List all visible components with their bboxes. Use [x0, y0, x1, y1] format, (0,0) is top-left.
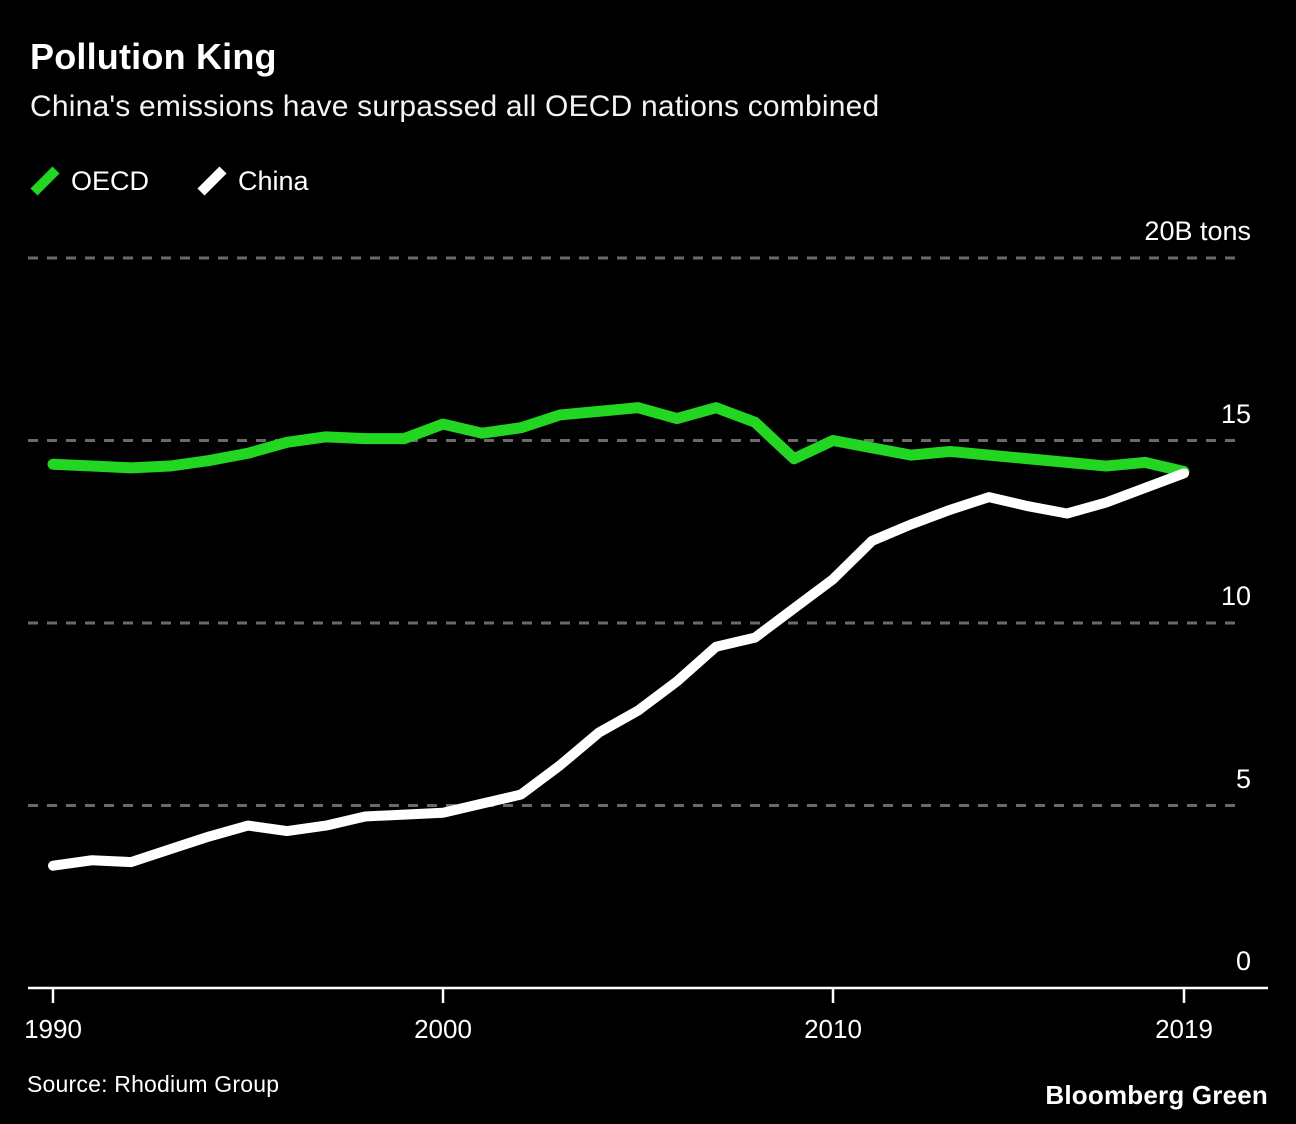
- legend-label-oecd: OECD: [71, 165, 150, 196]
- x-axis-label-2010: 2010: [804, 1014, 862, 1044]
- brand-logo: Bloomberg Green: [1045, 1080, 1268, 1110]
- chart-subtitle: China's emissions have surpassed all OEC…: [30, 90, 880, 123]
- source-note: Source: Rhodium Group: [27, 1071, 280, 1097]
- y-axis-label-0: 0: [1235, 946, 1251, 976]
- x-axis-label-2000: 2000: [414, 1014, 472, 1044]
- legend-item-oecd: OECD: [30, 163, 149, 199]
- oecd-line: [47, 402, 1190, 478]
- china-line-swatch-icon: [197, 166, 227, 196]
- y-axis-label-20: 20B tons: [1144, 216, 1251, 246]
- y-axis-label-15: 15: [1220, 398, 1251, 429]
- x-axis-label-2019: 2019: [1155, 1014, 1213, 1044]
- chart-legend: OECD China: [30, 163, 309, 199]
- y-axis-label-10: 10: [1220, 581, 1251, 611]
- y-axis-label-5: 5: [1235, 763, 1251, 794]
- oecd-line-swatch-icon: [30, 166, 60, 196]
- china-line: [48, 468, 1189, 871]
- chart-title: Pollution King: [30, 36, 277, 77]
- legend-label-china: China: [238, 165, 309, 196]
- x-axis-label-1990: 1990: [24, 1014, 82, 1044]
- legend-item-china: China: [197, 163, 309, 199]
